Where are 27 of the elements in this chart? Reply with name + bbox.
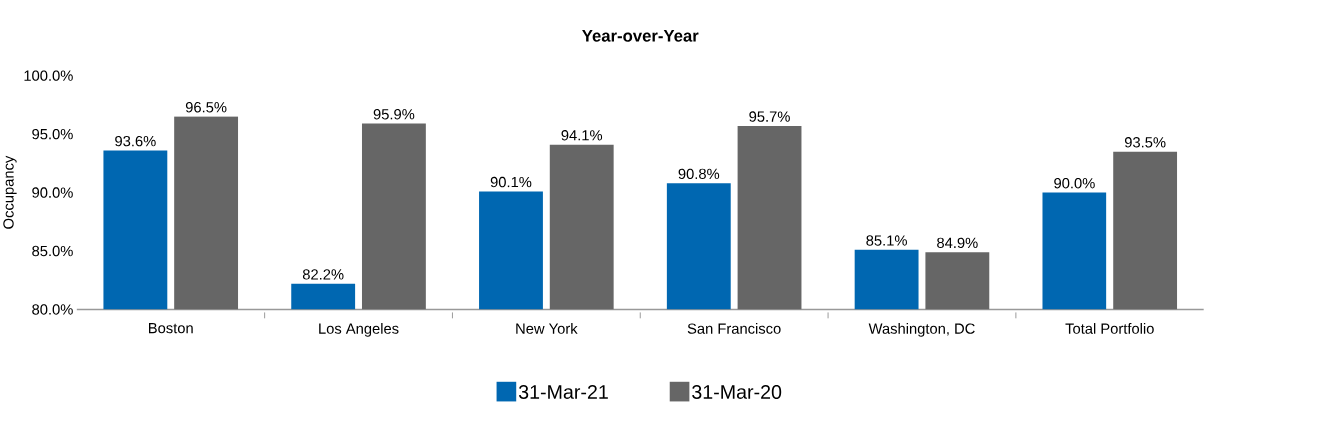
data-label: 94.1%: [561, 129, 603, 141]
x-tick-label: San Francisco: [687, 322, 781, 334]
data-label: 85.1%: [866, 235, 907, 246]
x-tick-label: Washington, DC: [868, 322, 975, 337]
data-label: 82.2%: [302, 269, 344, 280]
data-label: 93.5%: [1124, 136, 1166, 148]
data-label: 90.0%: [1054, 177, 1095, 189]
legend-label: 31-Mar-20: [692, 384, 782, 399]
data-label: 84.9%: [937, 237, 978, 248]
y-axis-title: Occupancy: [3, 155, 17, 229]
x-tick-label: Los Angeles: [319, 322, 399, 337]
chart-title: Year-over-Year: [582, 29, 699, 42]
data-label: 90.8%: [678, 168, 720, 179]
y-tick-label: 95.0%: [32, 128, 73, 140]
data-label: 93.6%: [115, 135, 156, 147]
y-tick-label: 80.0%: [32, 304, 73, 315]
x-tick-label: Boston: [149, 322, 193, 334]
x-tick-label: Total Portfolio: [1065, 322, 1154, 334]
data-label: 90.1%: [490, 176, 532, 188]
x-tick-label: New York: [516, 322, 578, 334]
data-label: 95.9%: [373, 108, 415, 120]
y-tick-label: 90.0%: [32, 187, 73, 198]
legend-label: 31-Mar-21: [518, 384, 608, 399]
data-label: 95.7%: [749, 111, 790, 122]
y-tick-label: 100.0%: [24, 70, 73, 81]
y-tick-label: 85.0%: [32, 245, 73, 257]
data-label: 96.5%: [185, 101, 227, 113]
